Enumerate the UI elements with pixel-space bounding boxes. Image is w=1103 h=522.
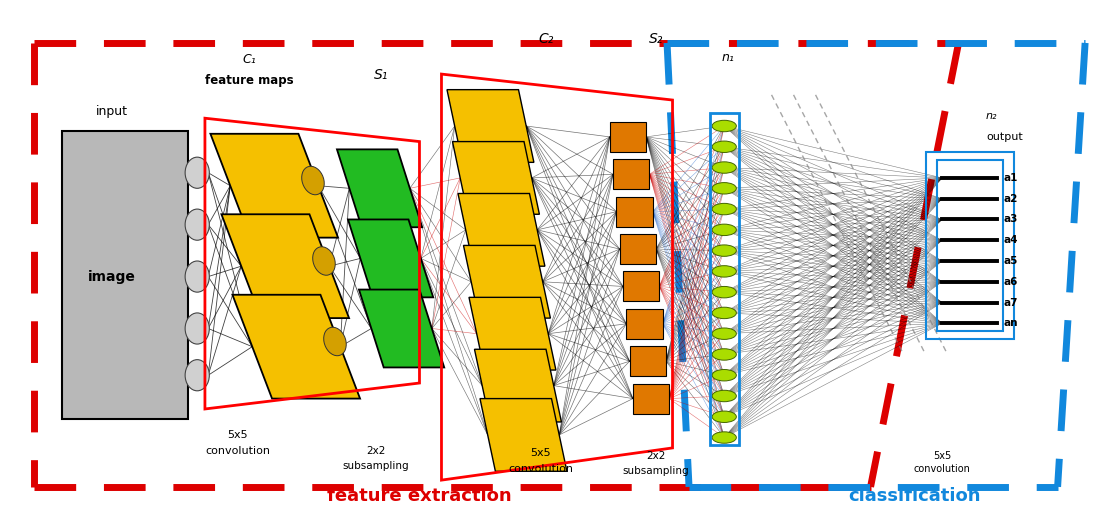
Ellipse shape	[185, 360, 210, 391]
Text: 2x2: 2x2	[646, 451, 666, 461]
Polygon shape	[347, 219, 433, 298]
Text: 5x5: 5x5	[531, 448, 550, 458]
Circle shape	[713, 370, 737, 381]
Bar	[610, 122, 646, 152]
Polygon shape	[358, 290, 445, 367]
Circle shape	[713, 120, 737, 132]
Polygon shape	[474, 349, 561, 422]
Circle shape	[713, 432, 737, 443]
Text: a7: a7	[1004, 298, 1018, 307]
Circle shape	[713, 307, 737, 318]
Text: S₁: S₁	[374, 68, 388, 82]
Text: subsampling: subsampling	[342, 461, 409, 471]
Circle shape	[713, 224, 737, 235]
Text: n₁: n₁	[721, 51, 733, 64]
Text: subsampling: subsampling	[623, 467, 689, 477]
Text: C₂: C₂	[538, 31, 554, 45]
Ellipse shape	[185, 157, 210, 188]
Text: a3: a3	[1004, 215, 1018, 224]
Text: 5x5: 5x5	[933, 451, 951, 461]
Polygon shape	[447, 90, 534, 162]
Text: output: output	[986, 132, 1022, 141]
Text: C₁: C₁	[242, 53, 256, 66]
Ellipse shape	[313, 247, 335, 275]
Text: n₂: n₂	[986, 111, 997, 121]
Text: an: an	[1004, 318, 1018, 328]
Polygon shape	[469, 298, 556, 370]
Text: convolution: convolution	[205, 446, 270, 456]
Text: a2: a2	[1004, 194, 1018, 204]
Polygon shape	[233, 295, 360, 399]
Circle shape	[713, 411, 737, 422]
Polygon shape	[211, 134, 338, 238]
Text: a4: a4	[1004, 235, 1018, 245]
Circle shape	[713, 141, 737, 152]
Ellipse shape	[302, 167, 324, 195]
Text: a6: a6	[1004, 277, 1018, 287]
Polygon shape	[480, 399, 567, 471]
Text: feature maps: feature maps	[205, 74, 293, 87]
Text: 5x5: 5x5	[227, 430, 248, 440]
Bar	[627, 309, 663, 339]
Circle shape	[713, 183, 737, 194]
Polygon shape	[463, 245, 550, 318]
Circle shape	[713, 287, 737, 298]
Circle shape	[713, 390, 737, 402]
Polygon shape	[222, 214, 349, 318]
Text: feature extraction: feature extraction	[328, 487, 512, 505]
Ellipse shape	[185, 209, 210, 240]
Text: a5: a5	[1004, 256, 1018, 266]
Text: input: input	[96, 105, 128, 118]
Circle shape	[713, 349, 737, 360]
Bar	[620, 234, 656, 264]
Ellipse shape	[185, 261, 210, 292]
Text: image: image	[87, 269, 136, 283]
Text: convolution: convolution	[913, 464, 971, 474]
Text: convolution: convolution	[508, 464, 572, 474]
Circle shape	[713, 162, 737, 173]
Polygon shape	[452, 141, 539, 214]
Circle shape	[713, 328, 737, 339]
Polygon shape	[458, 194, 545, 266]
Bar	[617, 197, 653, 227]
Circle shape	[713, 266, 737, 277]
Text: a1: a1	[1004, 173, 1018, 183]
Bar	[710, 113, 739, 445]
Bar	[630, 346, 666, 376]
Bar	[936, 160, 1003, 331]
Ellipse shape	[185, 313, 210, 344]
Circle shape	[713, 245, 737, 256]
Text: 2x2: 2x2	[366, 446, 385, 456]
Circle shape	[713, 204, 737, 215]
Ellipse shape	[323, 327, 346, 355]
Bar	[623, 271, 660, 302]
Text: classification: classification	[848, 487, 981, 505]
Bar	[633, 384, 670, 413]
Text: S₂: S₂	[649, 31, 663, 45]
Polygon shape	[336, 149, 422, 227]
Bar	[613, 159, 650, 189]
Bar	[62, 131, 189, 419]
Bar	[925, 152, 1014, 339]
